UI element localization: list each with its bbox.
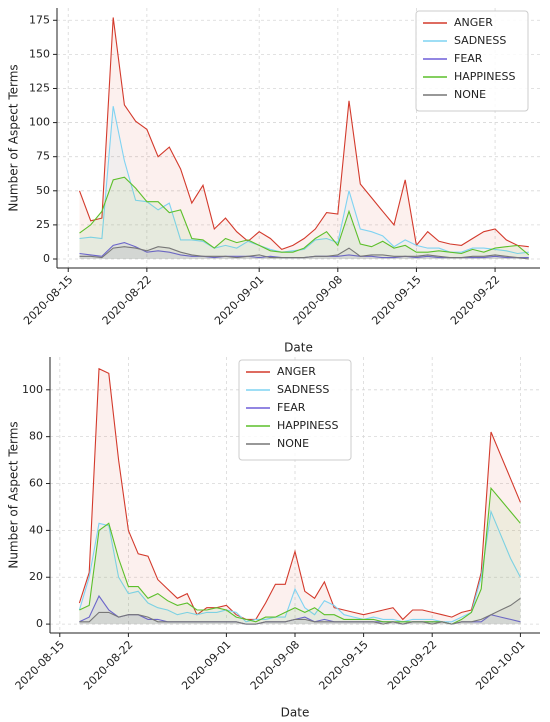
legend-label: SADNESS (277, 383, 329, 396)
x-tick-label: 2020-09-01 (212, 273, 266, 327)
x-tick-label: 2020-10-01 (473, 638, 527, 692)
legend-label: HAPPINESS (277, 419, 338, 432)
x-tick-label: 2020-09-08 (248, 638, 302, 692)
x-tick-label: 2020-09-15 (316, 638, 370, 692)
x-tick-label: 2020-08-22 (100, 273, 154, 327)
y-tick-label: 75 (36, 150, 50, 163)
series-line (79, 176, 530, 256)
legend-label: FEAR (277, 401, 306, 414)
legend-label: SADNESS (454, 34, 506, 47)
series-line (79, 597, 521, 625)
x-tick-label: 2020-09-22 (448, 273, 502, 327)
x-tick-label: 2020-08-22 (81, 638, 135, 692)
series-area (79, 598, 521, 625)
y-tick-label: 60 (29, 477, 43, 490)
y-tick-label: 0 (43, 252, 50, 265)
y-tick-label: 80 (29, 430, 43, 443)
y-tick-label: 25 (36, 218, 50, 231)
series-area (79, 242, 529, 259)
x-tick-label: 2020-09-22 (385, 638, 439, 692)
series-area (79, 246, 529, 259)
series-area (79, 106, 529, 259)
series-line (79, 246, 529, 260)
legend-label: NONE (454, 88, 486, 101)
legend-box (415, 10, 529, 112)
legend-label: ANGER (277, 365, 316, 378)
series-line (78, 367, 521, 621)
series-line (78, 509, 521, 623)
legend-label: ANGER (454, 16, 493, 29)
x-tick-label: 2020-09-15 (369, 273, 423, 327)
x-tick-label: 2020-09-08 (291, 273, 345, 327)
legend-label: HAPPINESS (454, 70, 515, 83)
x-tick-label: 2020-08-15 (13, 638, 67, 692)
y-tick-label: 150 (29, 47, 50, 60)
y-axis-label: Number of Aspect Terms (7, 421, 21, 568)
x-axis-label: Date (281, 706, 310, 720)
y-tick-label: 100 (22, 383, 43, 396)
legend-box (238, 359, 352, 461)
series-line (78, 17, 529, 251)
series-area (79, 17, 529, 259)
x-tick-label: 2020-09-01 (179, 638, 233, 692)
y-tick-label: 0 (36, 617, 43, 630)
series-area (79, 511, 521, 625)
legend-label: NONE (277, 437, 309, 450)
x-axis-label: Date (284, 341, 313, 355)
series-area (79, 488, 521, 625)
y-tick-label: 125 (29, 81, 50, 94)
x-tick-label: 2020-08-15 (21, 273, 75, 327)
y-tick-label: 20 (29, 570, 43, 583)
y-tick-label: 175 (29, 13, 50, 26)
y-tick-label: 40 (29, 523, 43, 536)
legend-label: FEAR (454, 52, 483, 65)
y-tick-label: 50 (36, 184, 50, 197)
y-tick-label: 100 (29, 116, 50, 129)
y-axis-label: Number of Aspect Terms (7, 64, 21, 211)
